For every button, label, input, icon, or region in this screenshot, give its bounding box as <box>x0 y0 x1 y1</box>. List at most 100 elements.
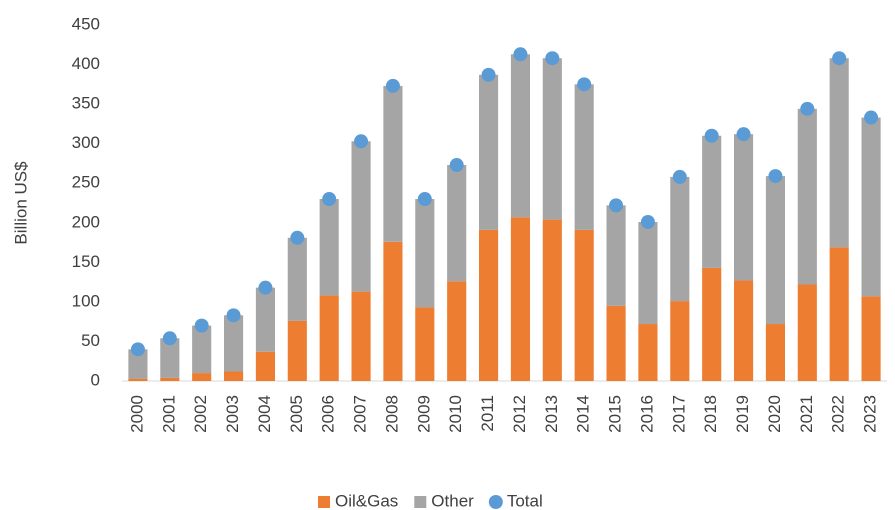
bar-segment <box>861 296 881 381</box>
bar-segment <box>287 320 307 381</box>
total-dot <box>577 77 592 92</box>
total-dot <box>226 308 241 323</box>
x-tick-label: 2023 <box>861 395 880 433</box>
y-tick-label: 100 <box>72 291 100 310</box>
x-tick-label: 2017 <box>669 395 688 433</box>
bar-segment <box>734 134 754 281</box>
y-tick-label: 150 <box>72 252 100 271</box>
bar-segment <box>829 58 849 248</box>
x-tick-label: 2008 <box>382 395 401 433</box>
bar-segment <box>383 241 403 381</box>
bar-segment <box>224 315 244 372</box>
legend-label: Total <box>507 491 543 510</box>
total-dot <box>864 110 879 125</box>
total-dot <box>704 128 719 143</box>
total-dot <box>832 51 847 66</box>
bar-segment <box>192 373 212 381</box>
bar-segment <box>574 84 594 230</box>
x-tick-label: 2010 <box>446 395 465 433</box>
bar-segment <box>574 229 594 381</box>
x-tick-label: 2012 <box>510 395 529 433</box>
y-tick-label: 400 <box>72 54 100 73</box>
total-dot <box>449 158 464 173</box>
bar-segment <box>351 291 371 381</box>
total-dot <box>513 47 528 62</box>
bar-segment <box>765 176 785 325</box>
y-tick-label: 350 <box>72 94 100 113</box>
bar-segment <box>255 287 275 352</box>
total-dot <box>609 198 624 213</box>
x-tick-label: 2016 <box>637 395 656 433</box>
x-tick-label: 2019 <box>733 395 752 433</box>
bar-segment <box>702 267 722 381</box>
bar-segment <box>670 301 690 381</box>
bar-segment <box>255 351 275 381</box>
x-tick-label: 2020 <box>765 395 784 433</box>
total-dot <box>194 318 209 333</box>
x-tick-label: 2022 <box>829 395 848 433</box>
y-axis-label: Billion US$ <box>11 161 30 245</box>
y-tick-label: 450 <box>72 14 100 33</box>
bar-segment <box>638 221 658 325</box>
x-tick-label: 2000 <box>127 395 146 433</box>
y-tick-label: 50 <box>81 331 100 350</box>
x-tick-label: 2009 <box>414 395 433 433</box>
bar-segment <box>542 58 562 220</box>
total-dot <box>640 214 655 229</box>
bar-segment <box>702 135 722 268</box>
x-tick-label: 2006 <box>319 395 338 433</box>
x-tick-label: 2015 <box>606 395 625 433</box>
total-dot <box>130 342 145 357</box>
bar-segment <box>606 205 626 306</box>
x-tick-label: 2005 <box>287 395 306 433</box>
y-tick-label: 0 <box>91 370 100 389</box>
total-dot <box>417 192 432 207</box>
total-dot <box>322 192 337 207</box>
x-tick-label: 2013 <box>542 395 561 433</box>
y-tick-label: 250 <box>72 173 100 192</box>
bar-segment <box>670 176 690 302</box>
bar-segment <box>510 217 530 381</box>
total-dot <box>162 331 177 346</box>
bar-segment <box>287 237 307 321</box>
x-tick-label: 2002 <box>191 395 210 433</box>
total-dot <box>481 67 496 82</box>
x-tick-label: 2014 <box>574 395 593 433</box>
x-tick-label: 2011 <box>478 395 497 432</box>
bar-segment <box>861 117 881 297</box>
x-tick-label: 2007 <box>351 395 370 433</box>
total-dot <box>800 101 815 116</box>
bar-segment <box>479 74 499 230</box>
bar-segment <box>734 280 754 381</box>
bar-segment <box>319 199 339 296</box>
bar-segment <box>479 229 499 381</box>
bar-segment <box>351 141 371 292</box>
total-dot <box>290 230 305 245</box>
x-tick-label: 2001 <box>159 395 178 433</box>
bar-segment <box>160 377 180 381</box>
legend-label: Oil&Gas <box>335 491 398 510</box>
total-dot <box>768 169 783 184</box>
bar-segment <box>447 281 467 381</box>
bar-segment <box>224 371 244 381</box>
bar-segment <box>510 54 530 218</box>
bar-segment <box>415 307 435 381</box>
y-tick-label: 300 <box>72 133 100 152</box>
bar-segment <box>128 378 148 381</box>
bar-segment <box>128 349 148 379</box>
total-dot <box>545 51 560 66</box>
total-dot <box>354 134 369 149</box>
bar-segment <box>319 295 339 381</box>
x-tick-label: 2003 <box>223 395 242 433</box>
x-tick-label: 2021 <box>797 395 816 433</box>
bar-segment <box>447 165 467 282</box>
bar-segment <box>797 284 817 381</box>
total-dot <box>672 169 687 184</box>
bar-segment <box>606 305 626 381</box>
legend-label: Other <box>431 491 474 510</box>
bar-segment <box>797 108 817 285</box>
bar-segment <box>415 199 435 308</box>
legend-swatch <box>414 496 427 508</box>
bar-segment <box>765 324 785 381</box>
